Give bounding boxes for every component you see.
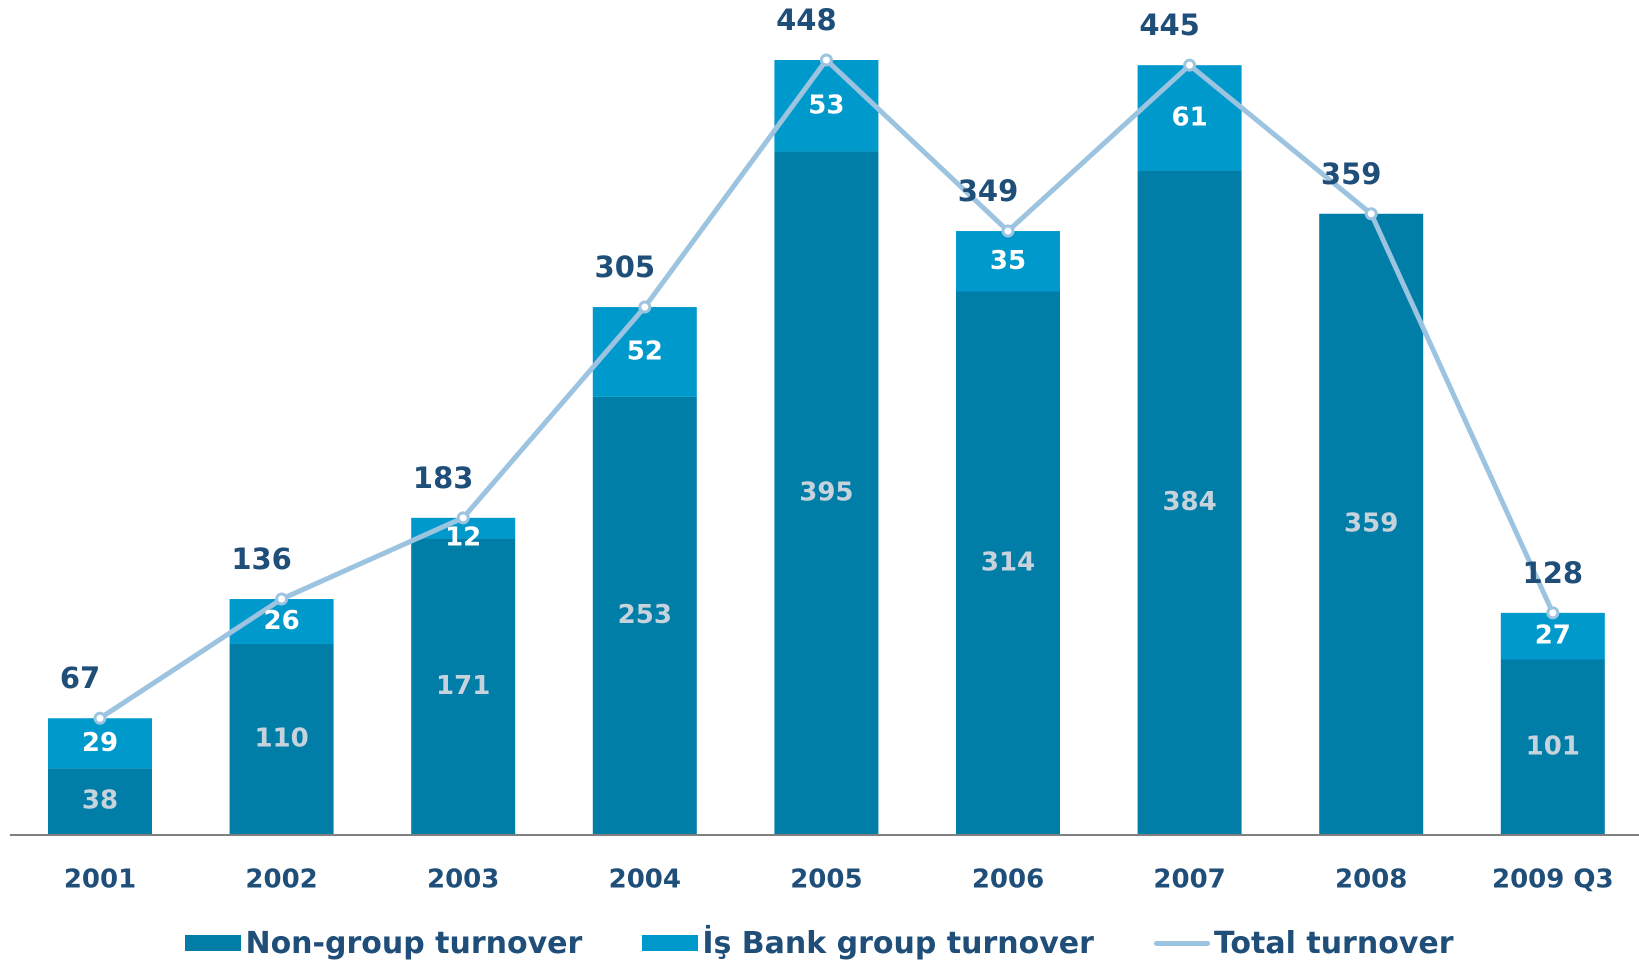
bar-bank-group-2003 [411, 517, 516, 539]
label-non-group-2006: 314 [981, 547, 1035, 577]
total-point-2001 [93, 711, 107, 725]
label-total-2002: 136 [231, 542, 292, 576]
label-non-group-2008: 359 [1344, 508, 1398, 538]
label-non-group-2002: 110 [254, 723, 308, 753]
label-non-group-2003: 171 [436, 671, 490, 701]
label-bank-group-2007: 61 [1172, 102, 1208, 132]
label-total-2006: 349 [958, 174, 1019, 208]
bar-bank-group-2004 [592, 307, 697, 397]
label-total-2009-Q3: 128 [1523, 556, 1584, 590]
bar-non-group-2003 [411, 538, 516, 834]
legend-label-non-group: Non-group turnover [245, 925, 583, 961]
x-tick-2002: 2002 [245, 865, 317, 895]
bar-non-group-2008 [1319, 213, 1424, 834]
bar-non-group-2004 [592, 396, 697, 834]
legend-item-bank-group: İş Bank group turnover [642, 926, 1094, 961]
label-non-group-2004: 253 [618, 600, 672, 630]
legend-item-non-group: Non-group turnover [185, 926, 582, 961]
label-total-2007: 445 [1139, 8, 1200, 42]
label-bank-group-2006: 35 [990, 246, 1026, 276]
total-point-2009-Q3 [1546, 606, 1560, 620]
label-bank-group-2005: 53 [808, 90, 844, 120]
label-non-group-2007: 384 [1162, 487, 1216, 517]
total-point-2007 [1183, 58, 1197, 72]
label-bank-group-2002: 26 [264, 606, 300, 636]
total-point-2008 [1364, 207, 1378, 221]
bars-group [48, 60, 1605, 835]
bar-non-group-2006 [956, 291, 1060, 835]
bar-bank-group-2009-Q3 [1500, 612, 1605, 660]
bar-bank-group-2001 [48, 718, 152, 769]
legend-label-bank-group: İş Bank group turnover [702, 925, 1094, 961]
label-bank-group-2003: 12 [445, 523, 481, 553]
x-tick-2009-Q3: 2009 Q3 [1492, 865, 1614, 895]
legend-label-total: Total turnover [1213, 925, 1454, 961]
labels-group: 38 29 67 2001 110 26 136 2002 171 12 183 2003 253 52 3… [60, 3, 1614, 895]
total-line-group [93, 53, 1560, 725]
total-point-2004 [638, 300, 652, 314]
bar-bank-group-2006 [956, 231, 1060, 292]
legend-item-total: Total turnover [1153, 925, 1454, 961]
legend-swatch-total [1153, 940, 1210, 946]
legend-swatch-non-group [185, 935, 242, 951]
label-total-2001: 67 [60, 661, 100, 695]
total-point-2006 [1001, 224, 1015, 238]
x-tick-2001: 2001 [64, 865, 136, 895]
bar-non-group-2002 [229, 643, 334, 834]
stacked-bar-chart: 38 29 67 2001 110 26 136 2002 171 12 183 2003 253 52 3… [10, 3, 1639, 895]
x-tick-2008: 2008 [1335, 865, 1407, 895]
total-point-2005 [819, 53, 833, 67]
total-point-2002 [275, 592, 289, 606]
label-non-group-2009-Q3: 101 [1526, 731, 1580, 761]
total-point-2003 [456, 511, 470, 525]
x-tick-2006: 2006 [972, 865, 1044, 895]
label-total-2005: 448 [776, 3, 837, 37]
bar-non-group-2001 [48, 768, 152, 834]
label-bank-group-2009-Q3: 27 [1535, 621, 1571, 651]
label-non-group-2005: 395 [799, 477, 853, 507]
x-tick-2007: 2007 [1153, 865, 1225, 895]
label-total-2008: 359 [1321, 157, 1382, 191]
legend-swatch-bank-group [642, 935, 699, 951]
bar-non-group-2005 [774, 151, 879, 835]
label-total-2004: 305 [595, 250, 656, 284]
label-total-2003: 183 [413, 461, 474, 495]
legend: Non-group turnover İş Bank group turnove… [0, 925, 1639, 961]
bar-non-group-2009-Q3 [1500, 659, 1605, 834]
x-tick-2005: 2005 [790, 865, 862, 895]
bar-non-group-2007 [1137, 170, 1242, 835]
x-tick-2004: 2004 [609, 865, 681, 895]
label-bank-group-2004: 52 [627, 336, 663, 366]
label-bank-group-2001: 29 [82, 728, 118, 758]
bar-bank-group-2007 [1137, 65, 1242, 171]
x-tick-2003: 2003 [427, 865, 499, 895]
label-non-group-2001: 38 [82, 786, 118, 816]
